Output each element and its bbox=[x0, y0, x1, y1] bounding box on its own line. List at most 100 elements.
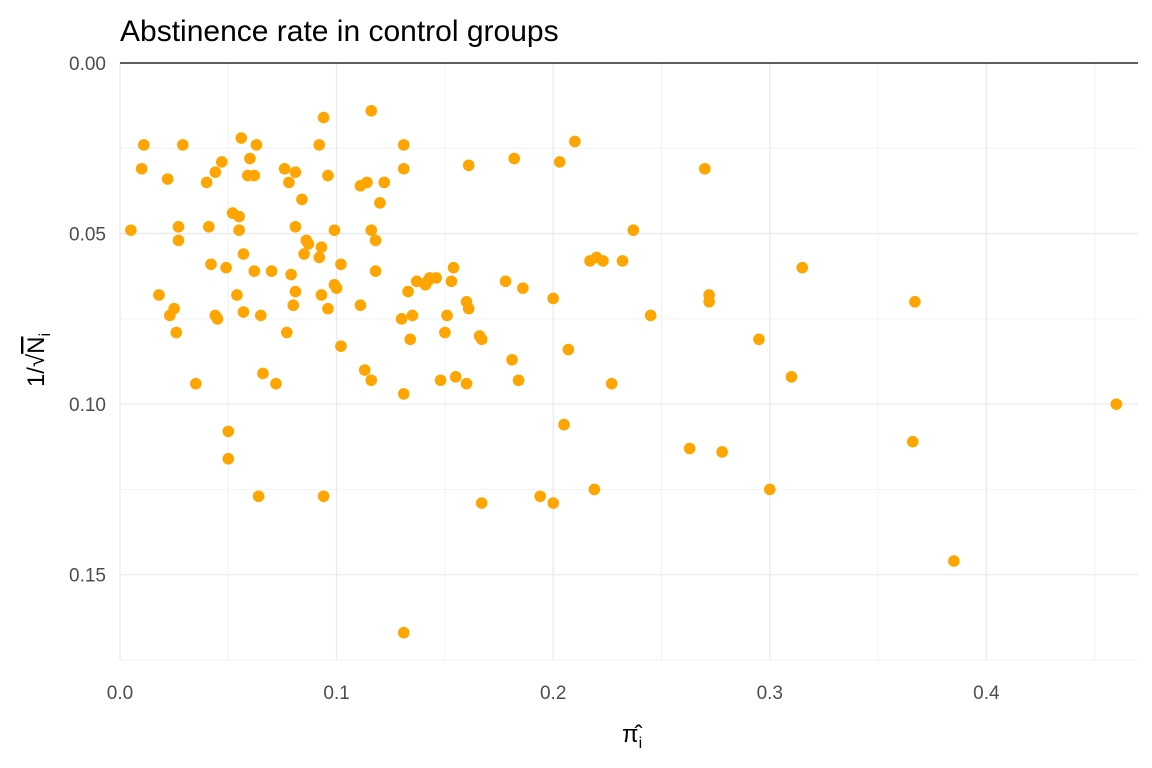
data-point bbox=[553, 156, 566, 168]
data-point bbox=[517, 282, 529, 294]
data-point bbox=[909, 296, 921, 308]
data-point bbox=[462, 302, 475, 315]
data-point bbox=[289, 220, 302, 233]
x-tick-label: 0.4 bbox=[973, 683, 1000, 704]
data-point bbox=[168, 302, 180, 315]
data-point bbox=[244, 152, 256, 165]
data-point bbox=[317, 111, 330, 124]
data-point bbox=[252, 490, 265, 503]
data-point bbox=[683, 442, 696, 455]
data-point bbox=[190, 377, 202, 390]
data-point bbox=[644, 309, 657, 322]
data-point bbox=[512, 374, 525, 387]
data-point bbox=[280, 326, 293, 339]
data-point bbox=[177, 139, 189, 151]
data-point bbox=[289, 166, 302, 178]
data-point bbox=[358, 364, 371, 376]
data-point bbox=[1110, 398, 1123, 410]
data-point bbox=[716, 446, 728, 458]
data-point bbox=[397, 388, 410, 400]
data-point bbox=[397, 139, 410, 151]
data-point bbox=[315, 289, 328, 301]
data-point bbox=[328, 224, 341, 236]
data-point bbox=[172, 234, 185, 247]
data-point bbox=[235, 132, 248, 144]
data-point bbox=[322, 169, 334, 182]
data-point bbox=[588, 483, 601, 496]
data-point bbox=[397, 162, 410, 175]
x-tick-label: 0.2 bbox=[540, 683, 566, 704]
data-point bbox=[222, 425, 235, 438]
data-point bbox=[445, 275, 458, 288]
data-point bbox=[270, 377, 282, 390]
data-point bbox=[237, 306, 250, 318]
data-point bbox=[447, 261, 460, 274]
data-point bbox=[365, 224, 378, 236]
data-point bbox=[285, 268, 297, 281]
data-point bbox=[449, 371, 462, 383]
data-point bbox=[699, 162, 711, 175]
data-point bbox=[254, 309, 267, 322]
data-point bbox=[460, 377, 473, 390]
data-point bbox=[475, 333, 488, 346]
y-tick-label: 0.10 bbox=[69, 395, 106, 416]
data-point bbox=[233, 224, 245, 236]
data-point bbox=[397, 626, 410, 639]
data-point bbox=[395, 313, 408, 325]
data-point bbox=[499, 275, 512, 288]
data-point bbox=[439, 326, 451, 339]
data-point bbox=[233, 210, 245, 223]
data-point bbox=[335, 258, 347, 271]
data-point bbox=[605, 377, 618, 390]
data-point bbox=[430, 272, 443, 284]
data-point bbox=[703, 296, 715, 308]
data-point bbox=[369, 265, 382, 277]
x-tick-label: 0.0 bbox=[107, 683, 133, 704]
grid bbox=[119, 62, 1138, 661]
data-point bbox=[313, 251, 326, 264]
data-point bbox=[562, 343, 575, 356]
data-point bbox=[317, 490, 330, 503]
data-point bbox=[248, 265, 261, 277]
data-point bbox=[763, 483, 776, 496]
y-tick-label: 0.00 bbox=[69, 54, 106, 75]
y-axis-label: 1/√Ni bbox=[23, 333, 54, 387]
data-point bbox=[796, 261, 809, 274]
data-point bbox=[441, 309, 453, 322]
data-point bbox=[508, 152, 521, 165]
x-tick-labels: 0.0 0.1 0.2 0.3 0.4 bbox=[107, 683, 1000, 704]
data-point bbox=[265, 265, 278, 277]
chart-title: Abstinence rate in control groups bbox=[120, 15, 559, 48]
data-point bbox=[547, 292, 559, 305]
data-point bbox=[135, 162, 148, 175]
data-point bbox=[302, 238, 315, 250]
data-point bbox=[569, 135, 581, 148]
data-point bbox=[462, 159, 475, 172]
data-point bbox=[237, 248, 250, 260]
data-point bbox=[402, 285, 414, 298]
data-point bbox=[534, 490, 546, 503]
data-point bbox=[200, 176, 213, 189]
data-point bbox=[153, 289, 165, 301]
data-point bbox=[406, 309, 419, 322]
data-point bbox=[330, 282, 343, 294]
y-tick-label: 0.15 bbox=[69, 566, 106, 587]
data-point bbox=[547, 497, 559, 509]
data-point bbox=[335, 340, 347, 352]
data-point bbox=[211, 313, 224, 325]
data-point bbox=[753, 333, 765, 346]
y-tick-label: 0.05 bbox=[69, 225, 106, 246]
data-point bbox=[322, 302, 334, 315]
data-point bbox=[365, 104, 378, 117]
data-point bbox=[138, 139, 150, 151]
data-point bbox=[216, 156, 228, 168]
data-point bbox=[220, 261, 232, 274]
data-point bbox=[250, 139, 263, 151]
data-point bbox=[257, 367, 269, 380]
data-point bbox=[365, 374, 378, 387]
data-point bbox=[172, 220, 185, 233]
data-point bbox=[287, 299, 300, 312]
data-point bbox=[289, 285, 302, 298]
data-points bbox=[125, 104, 1123, 639]
data-point bbox=[434, 374, 447, 387]
